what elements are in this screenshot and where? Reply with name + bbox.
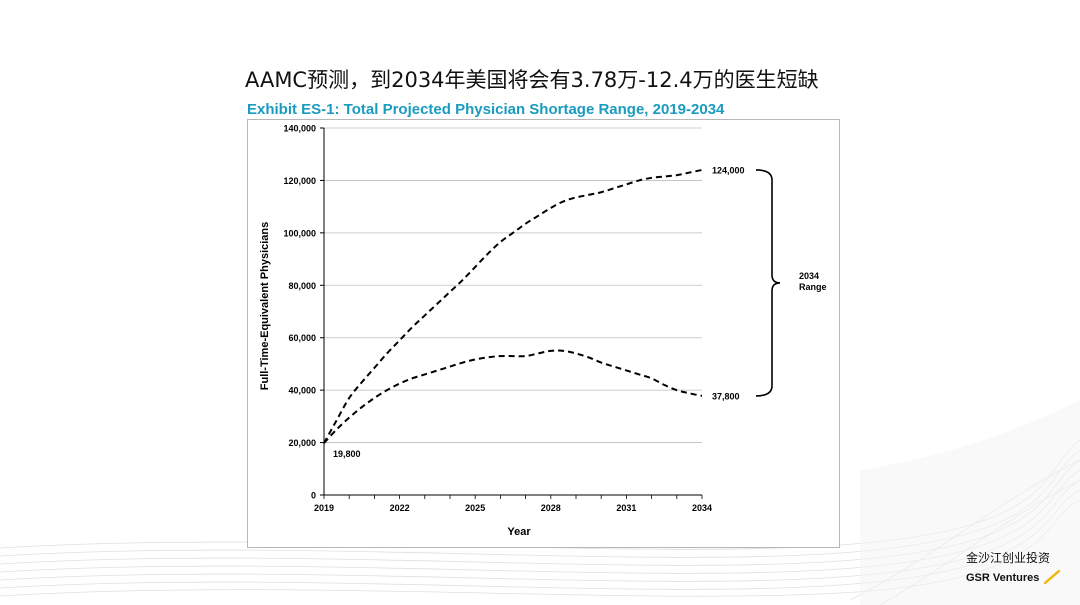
x-tick-label: 2028 (541, 503, 561, 513)
range-brace (755, 169, 781, 397)
brand-slash-icon (1044, 569, 1061, 584)
data-label: 37,800 (712, 391, 740, 401)
y-tick-labels: 0 20,000 40,000 60,000 80,000 100,000 120,000 1… (283, 124, 316, 501)
y-tick-label: 60,000 (288, 333, 316, 343)
brand-name-cn: 金沙江创业投资 (966, 551, 1051, 565)
y-tick-label: 120,000 (283, 176, 316, 186)
y-tick-label: 40,000 (288, 386, 316, 396)
x-tick-label: 2031 (616, 503, 636, 513)
x-tick-labels: 2019 2022 2025 2028 2031 2034 (314, 503, 712, 513)
y-tick-label: 20,000 (288, 438, 316, 448)
x-tick-label: 2019 (314, 503, 334, 513)
chart-title: Exhibit ES-1: Total Projected Physician … (247, 101, 725, 118)
range-label-year: 2034 (799, 271, 819, 281)
y-axis-label: Full-Time-Equivalent Physicians (259, 222, 271, 391)
grid-lines (324, 127, 702, 443)
y-tick-label: 100,000 (283, 228, 316, 238)
x-tick-label: 2022 (390, 503, 410, 513)
series-lines (323, 168, 703, 444)
y-tick-label: 80,000 (288, 281, 316, 291)
chart-frame: 0 20,000 40,000 60,000 80,000 100,000 120,000 1… (247, 119, 840, 548)
x-tick-label: 2034 (692, 503, 712, 513)
axes (320, 127, 703, 499)
slide-title: AAMC预测，到2034年美国将会有3.78万-12.4万的医生短缺 (245, 68, 819, 92)
range-label-text: Range (799, 282, 827, 292)
y-tick-label: 0 (311, 491, 316, 501)
series-line-2 (323, 349, 703, 444)
brand-logo: 金沙江创业投资 GSR Ventures (966, 549, 1076, 585)
x-tick-label: 2025 (465, 503, 485, 513)
series-line-1 (323, 168, 703, 444)
data-label: 124,000 (712, 165, 745, 175)
x-axis-label: Year (507, 526, 531, 538)
line-chart: 0 20,000 40,000 60,000 80,000 100,000 120,000 1… (259, 124, 827, 539)
y-tick-label: 140,000 (283, 124, 316, 134)
brand-name-en: GSR Ventures (966, 572, 1040, 584)
data-labels: 124,000 37,800 19,800 (333, 165, 745, 459)
data-label: 19,800 (333, 449, 361, 459)
